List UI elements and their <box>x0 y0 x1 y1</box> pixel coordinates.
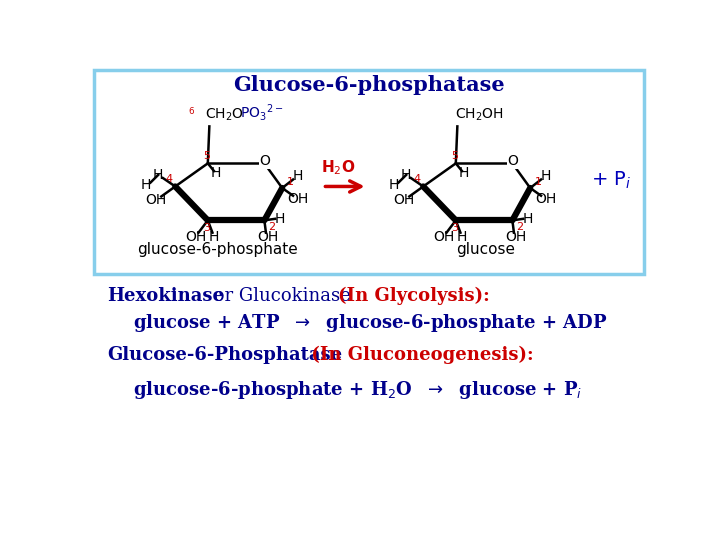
Text: 5: 5 <box>203 151 210 161</box>
Text: + P$_i$: + P$_i$ <box>590 170 631 191</box>
Text: 5: 5 <box>451 151 458 161</box>
Text: H: H <box>292 170 303 184</box>
Text: 2: 2 <box>269 221 276 232</box>
Text: (In Glycolysis):: (In Glycolysis): <box>338 287 490 305</box>
Text: 3: 3 <box>451 223 458 233</box>
Text: H: H <box>401 168 411 182</box>
Text: H: H <box>275 212 285 226</box>
FancyBboxPatch shape <box>94 70 644 274</box>
Text: H: H <box>140 178 151 192</box>
Text: PO$_3$$^{2-}$: PO$_3$$^{2-}$ <box>240 102 284 123</box>
Text: OH: OH <box>393 193 415 207</box>
Text: or Glucokinase: or Glucokinase <box>208 287 356 305</box>
Text: H: H <box>523 212 533 226</box>
Text: OH: OH <box>505 230 526 244</box>
Text: H: H <box>459 166 469 180</box>
Text: 1: 1 <box>287 177 294 187</box>
Text: H: H <box>456 230 467 244</box>
Text: OH: OH <box>145 193 166 207</box>
Text: H: H <box>541 170 551 184</box>
Text: OH: OH <box>433 230 455 244</box>
Text: OH: OH <box>257 230 278 244</box>
Text: glucose-6-phosphate + H$_2$O  $\rightarrow$  glucose + P$_i$: glucose-6-phosphate + H$_2$O $\rightarro… <box>132 379 582 401</box>
Text: Glucose-6-Phosphatase: Glucose-6-Phosphatase <box>107 346 342 364</box>
Text: H: H <box>153 168 163 182</box>
Text: OH: OH <box>535 192 557 206</box>
Text: H: H <box>209 230 219 244</box>
Text: CH$_2$OH: CH$_2$OH <box>455 106 504 123</box>
Text: H: H <box>210 166 221 180</box>
Text: $^6$: $^6$ <box>188 107 195 120</box>
Text: Glucose-6-phosphatase: Glucose-6-phosphatase <box>233 75 505 95</box>
Text: Hexokinase: Hexokinase <box>107 287 224 305</box>
Text: O: O <box>508 154 518 168</box>
Text: OH: OH <box>186 230 207 244</box>
Text: glucose: glucose <box>456 242 515 257</box>
Text: 4: 4 <box>166 174 173 184</box>
Text: 1: 1 <box>534 177 541 187</box>
Text: CH$_2$O: CH$_2$O <box>205 106 245 123</box>
Text: OH: OH <box>287 192 308 206</box>
Text: glucose-6-phosphate: glucose-6-phosphate <box>138 242 298 257</box>
Text: O: O <box>260 154 271 168</box>
Text: H$_2$O: H$_2$O <box>321 158 355 177</box>
Text: (In Gluconeogenesis):: (In Gluconeogenesis): <box>305 346 534 364</box>
Text: 4: 4 <box>413 174 420 184</box>
Text: 3: 3 <box>203 223 210 233</box>
Text: H: H <box>389 178 399 192</box>
Text: glucose + ATP  $\rightarrow$  glucose-6-phosphate + ADP: glucose + ATP $\rightarrow$ glucose-6-ph… <box>132 312 607 334</box>
Text: 2: 2 <box>516 221 523 232</box>
